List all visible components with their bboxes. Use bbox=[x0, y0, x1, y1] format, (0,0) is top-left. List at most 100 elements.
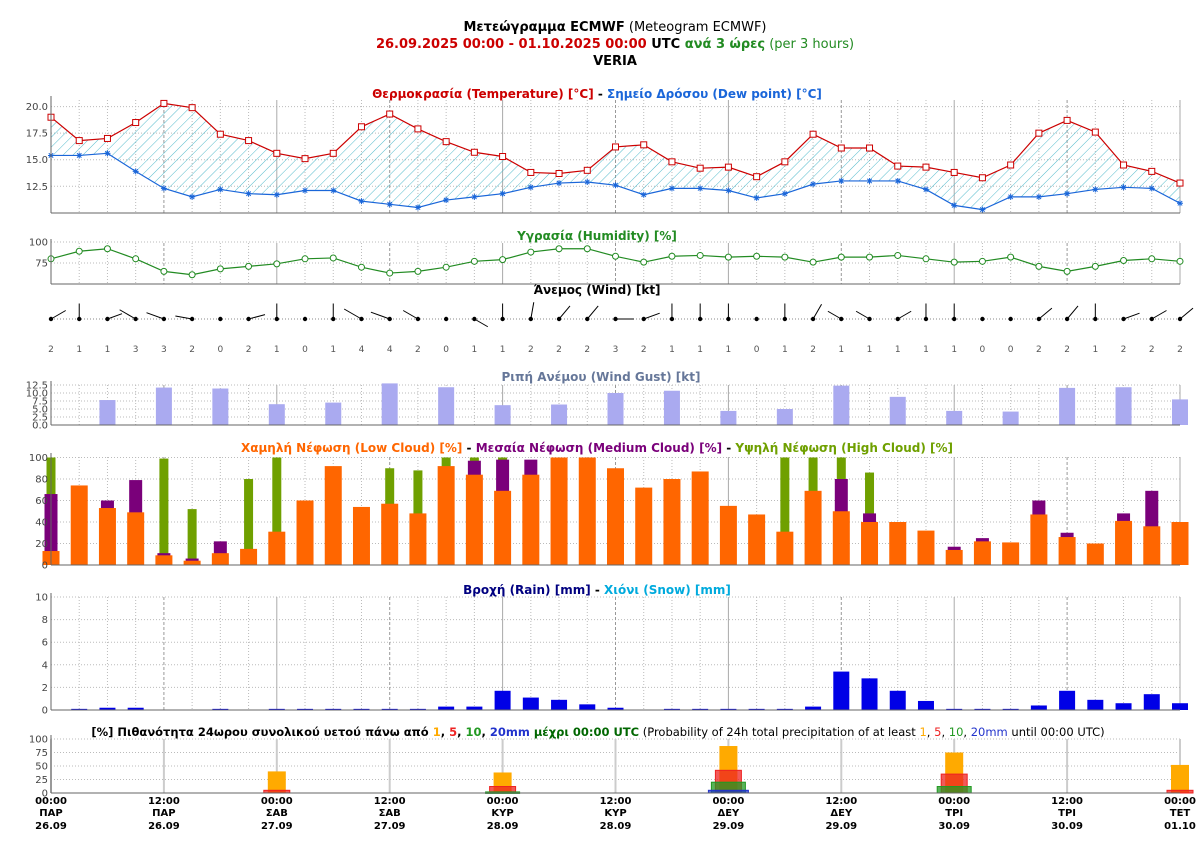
meteogram-title-en: (Meteogram ECMWF) bbox=[625, 20, 767, 35]
low-cloud-bar bbox=[465, 474, 483, 565]
low-cloud-bar bbox=[861, 522, 879, 565]
dewpoint-point bbox=[104, 150, 111, 157]
temperature-point bbox=[301, 155, 309, 163]
humidity-point bbox=[950, 258, 958, 266]
temperature-point bbox=[75, 137, 83, 145]
gust-bar bbox=[1002, 411, 1019, 425]
temperature-point bbox=[103, 134, 111, 142]
low-cloud-bar bbox=[155, 555, 173, 565]
wind-point bbox=[980, 316, 985, 322]
wind-barb bbox=[1179, 307, 1194, 320]
wind-speed-label: 2 bbox=[810, 345, 816, 355]
humidity-point bbox=[216, 265, 224, 273]
wind-speed-label: 0 bbox=[1008, 345, 1014, 355]
low-cloud-bar bbox=[183, 560, 201, 565]
x-label-date: 26.09 bbox=[148, 821, 180, 832]
wind-speed-label: 2 bbox=[1036, 345, 1042, 355]
gust-bar bbox=[946, 410, 963, 425]
temperature-point bbox=[329, 149, 337, 157]
temperature-point bbox=[216, 130, 224, 138]
temperature-point bbox=[357, 123, 365, 131]
wind-speed-label: 1 bbox=[697, 345, 703, 355]
rain-bar bbox=[409, 708, 426, 710]
x-label-day: ΚΥΡ bbox=[604, 808, 626, 819]
gust-bar bbox=[889, 396, 906, 425]
prob-title-en-10: 10 bbox=[949, 725, 964, 739]
temperature-point bbox=[386, 110, 394, 118]
humidity-point bbox=[978, 257, 986, 265]
gust-ytick: 5.0 bbox=[32, 405, 48, 416]
gust-bar bbox=[155, 387, 172, 425]
humidity-point bbox=[583, 245, 591, 253]
wind-speed-label: 1 bbox=[782, 345, 788, 355]
humidity-point bbox=[386, 269, 394, 277]
rain-title-sep: - bbox=[591, 583, 604, 597]
low-cloud-bar bbox=[522, 474, 540, 565]
wind-speed-label: 2 bbox=[48, 345, 54, 355]
temperature-point bbox=[1063, 116, 1071, 124]
prob-title-gr: [%] Πιθανότητα 24ωρου συνολικού υετού πά… bbox=[91, 725, 432, 739]
wind-point bbox=[443, 316, 449, 322]
prob-title-20: 20mm bbox=[490, 725, 530, 739]
low-cloud-bar bbox=[719, 505, 737, 565]
rain-bar bbox=[663, 708, 680, 710]
wind-speed-label: 3 bbox=[133, 345, 139, 355]
rain-bar bbox=[579, 704, 596, 710]
low-cloud-bar bbox=[578, 457, 596, 565]
wind-barb bbox=[343, 308, 362, 320]
dewpoint-point bbox=[273, 191, 280, 198]
wind-speed-label: 1 bbox=[895, 345, 901, 355]
rain-bar bbox=[99, 707, 116, 710]
wind-barb bbox=[50, 310, 66, 320]
prob-panel-title: [%] Πιθανότητα 24ωρου συνολικού υετού πά… bbox=[91, 725, 1104, 739]
wind-speed-label: 0 bbox=[302, 345, 308, 355]
temperature-point bbox=[894, 162, 902, 170]
gust-bar bbox=[833, 385, 850, 425]
wind-speed-label: 1 bbox=[105, 345, 111, 355]
humidity-point bbox=[1176, 257, 1184, 265]
humidity-grid bbox=[50, 241, 1181, 284]
rain-bar bbox=[522, 697, 539, 710]
humidity-point bbox=[668, 252, 676, 260]
period-range: 26.09.2025 00:00 - 01.10.2025 00:00 bbox=[376, 37, 647, 52]
temperature-point bbox=[866, 144, 874, 152]
low-cloud-bar bbox=[70, 485, 88, 565]
wind-speed-label: 3 bbox=[161, 345, 167, 355]
wind-speed-label: 1 bbox=[867, 345, 873, 355]
humidity-point bbox=[188, 271, 196, 279]
period-step-gr: ανά 3 ώρες bbox=[685, 37, 765, 52]
wind-barb bbox=[855, 310, 870, 320]
high-cloud-bar bbox=[159, 458, 169, 565]
gust-bar bbox=[1172, 399, 1188, 425]
x-label-time: 12:00 bbox=[148, 796, 180, 807]
dewpoint-point bbox=[358, 198, 365, 205]
dewpoint-point bbox=[838, 177, 845, 184]
low-cloud-bar bbox=[1115, 520, 1133, 565]
wind-speed-label: 0 bbox=[754, 345, 760, 355]
rain-bar bbox=[551, 699, 568, 710]
low-cloud-bar bbox=[945, 549, 963, 565]
humidity-point bbox=[1091, 262, 1099, 270]
dewpoint-point bbox=[612, 182, 619, 189]
wind-point bbox=[1008, 316, 1013, 322]
wind-speed-label: 2 bbox=[1177, 345, 1183, 355]
x-label-date: 26.09 bbox=[35, 821, 67, 832]
rain-bar bbox=[1030, 705, 1047, 710]
temperature-point bbox=[724, 163, 732, 171]
low-cloud-bar bbox=[663, 479, 681, 565]
temperature-point bbox=[273, 149, 281, 157]
humidity-point bbox=[414, 267, 422, 275]
gust-bar bbox=[1059, 387, 1076, 425]
wind-speed-label: 2 bbox=[641, 345, 647, 355]
humidity-ytick: 100 bbox=[29, 238, 48, 249]
humidity-point bbox=[1148, 255, 1156, 263]
low-cloud-bar bbox=[381, 503, 399, 565]
rain-ytick: 2 bbox=[42, 683, 48, 694]
wind-speed-label: 1 bbox=[951, 345, 957, 355]
prob-ytick: 50 bbox=[35, 762, 48, 773]
low-cloud-bar bbox=[550, 457, 568, 565]
gust-bar bbox=[325, 402, 342, 425]
x-label-day: ΔΕΥ bbox=[830, 808, 853, 819]
temperature-point bbox=[160, 99, 168, 107]
temperature-point bbox=[555, 170, 563, 178]
